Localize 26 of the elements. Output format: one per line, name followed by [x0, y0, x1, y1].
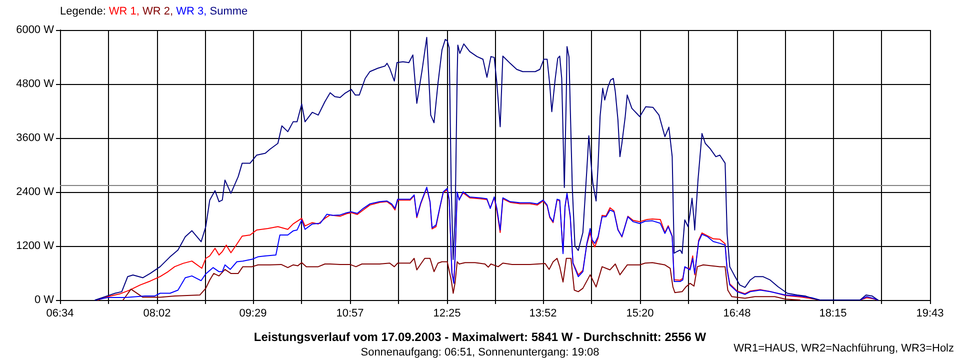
x-tick-label: 12:25	[433, 308, 461, 320]
x-tick-label: 10:57	[336, 308, 364, 320]
line-series	[122, 258, 800, 300]
text: WR1=HAUS, WR2=Nachführung, WR3=Holz	[734, 342, 954, 354]
x-tick-label: 08:02	[143, 308, 171, 320]
x-tick-label: 18:15	[819, 308, 847, 320]
x-tick-label: 13:52	[529, 308, 557, 320]
legend-title: Legende:	[60, 6, 106, 18]
text: WR 2,	[142, 6, 174, 18]
x-tick-label: 15:20	[626, 308, 654, 320]
text: Sonnenaufgang: 06:51, Sonnenuntergang: 19:08	[360, 346, 600, 358]
y-tick-label: 0 W	[34, 294, 55, 306]
x-tick-label: 16:48	[723, 308, 751, 320]
x-tick-label: 09:29	[239, 308, 267, 320]
text: Leistungsverlauf vom 17.09.2003 - Maximalwert: 5841 W - Durchschnitt: 2556 W	[254, 330, 707, 344]
line-series	[94, 36, 878, 300]
y-tick-label: 1200 W	[16, 240, 55, 252]
y-tick-label: 2400 W	[16, 186, 55, 198]
x-tick-label: 06:34	[46, 308, 74, 320]
y-tick-label: 3600 W	[16, 132, 55, 144]
x-tick-label: 19:43	[916, 308, 944, 320]
y-tick-label: 6000 W	[16, 24, 55, 36]
text: WR 1,	[108, 6, 140, 18]
text: WR 3,	[176, 6, 207, 18]
text: Summe	[210, 6, 248, 18]
y-tick-label: 4800 W	[16, 78, 55, 90]
